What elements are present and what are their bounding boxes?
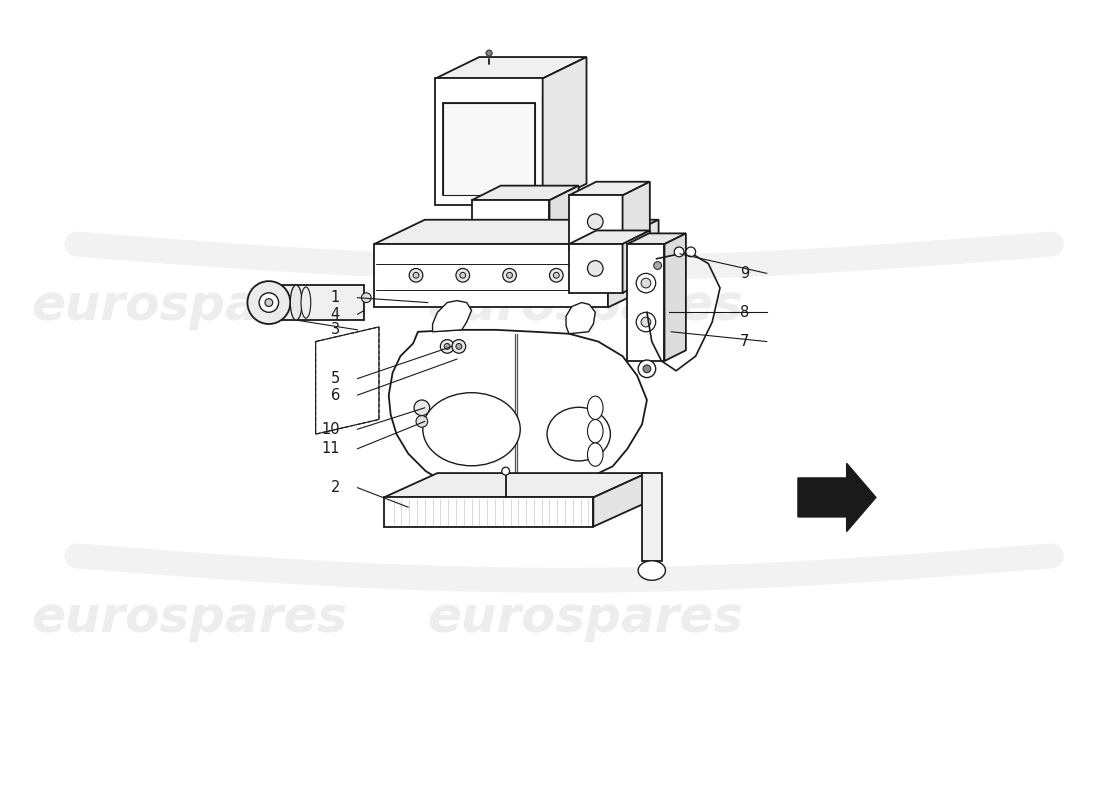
- Polygon shape: [569, 244, 623, 293]
- Polygon shape: [627, 234, 686, 244]
- Circle shape: [502, 467, 509, 475]
- Circle shape: [636, 312, 656, 332]
- Polygon shape: [388, 330, 647, 494]
- Polygon shape: [374, 244, 608, 307]
- Polygon shape: [627, 244, 664, 361]
- Circle shape: [507, 272, 513, 278]
- Text: 11: 11: [321, 442, 340, 456]
- Circle shape: [416, 415, 428, 427]
- Polygon shape: [374, 220, 659, 244]
- Polygon shape: [623, 230, 650, 293]
- Circle shape: [486, 50, 492, 56]
- Text: 4: 4: [331, 306, 340, 322]
- Polygon shape: [608, 220, 659, 307]
- Circle shape: [674, 247, 684, 257]
- Ellipse shape: [587, 419, 603, 443]
- Text: 5: 5: [331, 371, 340, 386]
- Bar: [443, 103, 535, 195]
- Circle shape: [409, 269, 422, 282]
- Polygon shape: [569, 182, 650, 195]
- Circle shape: [414, 272, 419, 278]
- Circle shape: [452, 339, 465, 354]
- Circle shape: [644, 365, 651, 373]
- Polygon shape: [569, 195, 623, 249]
- Text: 1: 1: [331, 290, 340, 305]
- Polygon shape: [593, 473, 647, 526]
- Circle shape: [362, 293, 371, 302]
- Ellipse shape: [587, 396, 603, 419]
- Circle shape: [587, 261, 603, 276]
- Ellipse shape: [547, 407, 611, 461]
- Polygon shape: [472, 200, 550, 238]
- Ellipse shape: [587, 443, 603, 466]
- Text: 8: 8: [740, 305, 749, 320]
- Polygon shape: [566, 302, 595, 334]
- Polygon shape: [623, 182, 650, 249]
- Polygon shape: [436, 57, 586, 78]
- Ellipse shape: [638, 561, 666, 580]
- Circle shape: [587, 214, 603, 230]
- Circle shape: [455, 343, 462, 350]
- Text: 10: 10: [321, 422, 340, 437]
- Ellipse shape: [301, 287, 311, 318]
- Polygon shape: [569, 230, 650, 244]
- Text: eurospares: eurospares: [428, 594, 744, 642]
- Polygon shape: [384, 473, 647, 498]
- Circle shape: [638, 360, 656, 378]
- Text: eurospares: eurospares: [428, 282, 744, 330]
- Circle shape: [440, 339, 454, 354]
- Circle shape: [444, 343, 450, 350]
- Text: eurospares: eurospares: [31, 594, 346, 642]
- Polygon shape: [542, 57, 586, 205]
- Circle shape: [653, 262, 661, 270]
- Circle shape: [260, 293, 278, 312]
- Polygon shape: [642, 473, 661, 561]
- Text: eurospares: eurospares: [31, 282, 346, 330]
- Text: 7: 7: [740, 334, 749, 349]
- Polygon shape: [432, 301, 472, 332]
- Ellipse shape: [290, 285, 303, 320]
- Circle shape: [641, 278, 651, 288]
- Circle shape: [460, 272, 465, 278]
- Polygon shape: [550, 186, 579, 238]
- Text: 3: 3: [331, 322, 340, 338]
- Circle shape: [686, 247, 695, 257]
- Text: 6: 6: [331, 388, 340, 402]
- Circle shape: [553, 272, 559, 278]
- Circle shape: [248, 281, 290, 324]
- Polygon shape: [472, 186, 579, 200]
- Text: 9: 9: [740, 266, 749, 281]
- Circle shape: [414, 400, 430, 415]
- Polygon shape: [664, 234, 686, 361]
- Polygon shape: [436, 78, 542, 205]
- Circle shape: [636, 274, 656, 293]
- Polygon shape: [384, 498, 593, 526]
- Polygon shape: [316, 327, 380, 434]
- Ellipse shape: [422, 393, 520, 466]
- Polygon shape: [798, 463, 876, 531]
- Circle shape: [503, 269, 516, 282]
- Circle shape: [641, 317, 651, 327]
- Circle shape: [550, 269, 563, 282]
- Circle shape: [265, 298, 273, 306]
- Bar: [272, 285, 364, 320]
- Circle shape: [455, 269, 470, 282]
- Text: 2: 2: [331, 480, 340, 495]
